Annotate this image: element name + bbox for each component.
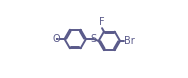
Text: Br: Br <box>124 36 135 46</box>
Text: F: F <box>99 17 105 27</box>
Text: O: O <box>52 34 60 44</box>
Text: S: S <box>90 34 96 44</box>
